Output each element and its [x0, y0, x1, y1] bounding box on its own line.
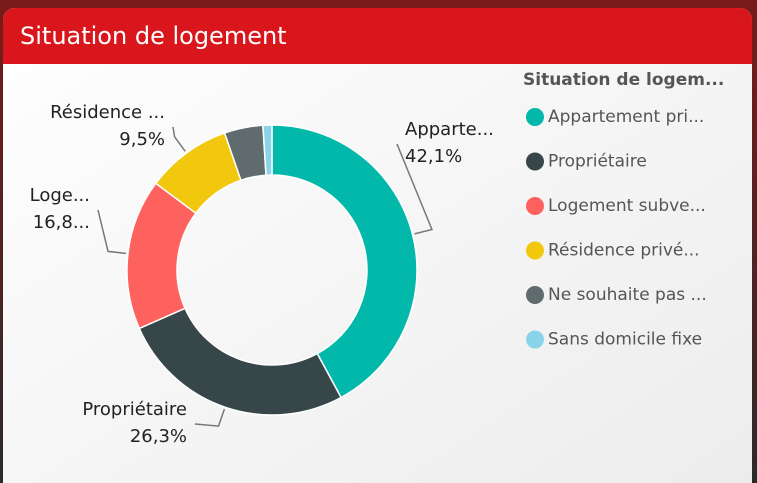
donut-slice [271, 124, 418, 399]
slice-label: Résidence ... [50, 102, 165, 123]
slice-label: Apparte... [405, 119, 494, 140]
value-label: 9,5% [119, 129, 165, 150]
leader-line [172, 126, 186, 152]
legend-swatch [526, 108, 544, 126]
chart-title: Situation de logement [20, 22, 287, 50]
legend-label: Logement subve... [548, 196, 706, 216]
value-label: 16,8... [33, 212, 90, 233]
legend-swatch [526, 330, 544, 349]
slice-label: Propriétaire [82, 399, 187, 420]
legend-swatch [526, 241, 544, 260]
legend-label: Ne souhaite pas ... [548, 285, 707, 305]
value-label: 42,1% [405, 146, 462, 167]
legend-swatch [526, 152, 544, 171]
legend-label: Appartement pri... [548, 107, 704, 127]
legend-swatch [526, 197, 544, 215]
slice-label: Loge... [30, 185, 90, 206]
header [3, 8, 752, 64]
legend-swatch [526, 286, 544, 304]
legend-label: Propriétaire [548, 152, 647, 172]
card [3, 8, 752, 483]
leader-line [97, 209, 127, 255]
legend-label: Résidence privé... [548, 241, 700, 261]
leader-line [194, 408, 226, 427]
legend-title: Situation de logem... [523, 70, 724, 90]
legend-label: Sans domicile fixe [548, 330, 702, 350]
value-label: 26,3% [130, 426, 187, 447]
donut-slice [262, 124, 273, 176]
leader-line [396, 143, 433, 235]
